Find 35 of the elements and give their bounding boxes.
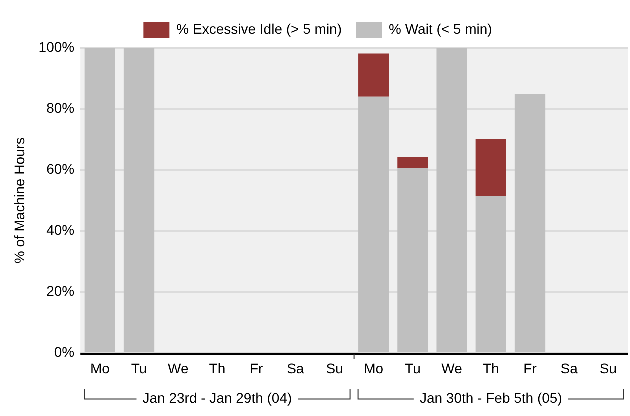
y-tick-label: 40% xyxy=(46,222,75,238)
x-tick-label: Tu xyxy=(405,360,421,376)
x-tick-label: Tu xyxy=(131,360,148,376)
x-tick-label: Su xyxy=(600,360,618,376)
bar xyxy=(358,54,390,97)
y-axis-title: % of Machine Hours xyxy=(11,138,28,264)
x-tick-label: Fr xyxy=(524,360,538,376)
bar xyxy=(514,94,546,352)
x-tick-label: Su xyxy=(326,360,344,376)
bar xyxy=(124,48,155,352)
x-tick-label: Sa xyxy=(287,360,304,376)
x-tick-label: Mo xyxy=(90,360,110,376)
legend-label: % Excessive Idle (> 5 min) xyxy=(176,20,342,37)
legend-label: % Wait (< 5 min) xyxy=(389,20,492,37)
y-tick-label: 80% xyxy=(46,100,75,116)
bar xyxy=(358,96,390,352)
bar xyxy=(436,48,468,352)
x-tick-label: We xyxy=(168,360,189,376)
x-tick-label: Sa xyxy=(560,360,578,376)
x-tick-label: Th xyxy=(482,360,500,376)
y-tick-label: 0% xyxy=(54,344,75,360)
bar xyxy=(398,168,428,352)
text: Jan 30th - Feb 5th (05) xyxy=(420,390,562,406)
x-tick-label: We xyxy=(442,360,463,376)
y-tick-label: 100% xyxy=(38,38,75,55)
bar xyxy=(398,156,428,168)
x-tick-label: Th xyxy=(209,360,226,376)
bar xyxy=(476,196,506,352)
bar xyxy=(476,138,506,196)
x-tick-label: Fr xyxy=(250,360,264,376)
y-tick-label: 60% xyxy=(46,160,75,177)
bar xyxy=(84,48,116,352)
x-tick-label: Mo xyxy=(364,360,384,376)
y-tick-label: 20% xyxy=(46,283,75,300)
text: Jan 23rd - Jan 29th (04) xyxy=(142,390,292,406)
